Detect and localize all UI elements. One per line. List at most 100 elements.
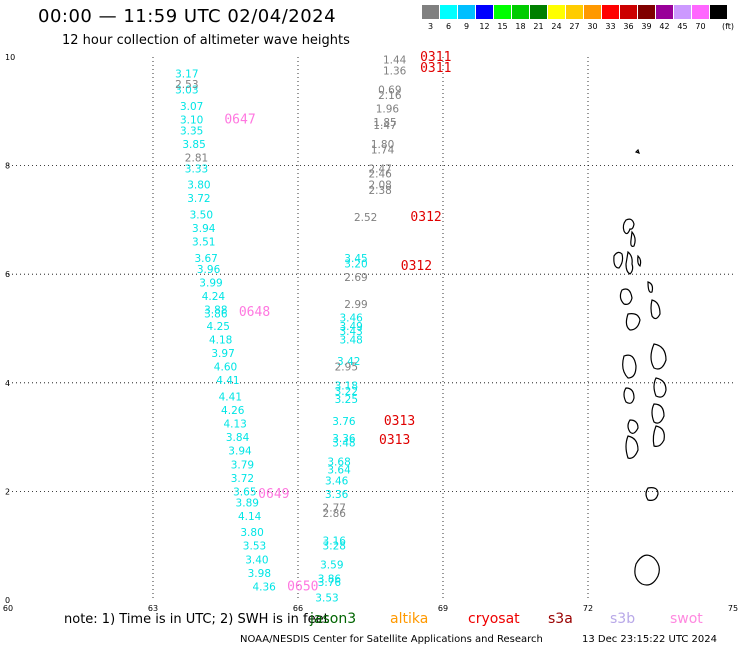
y-tick-label: 0 — [5, 596, 10, 605]
map-title: 00:00 — 11:59 UTC 02/04/2024 — [38, 6, 337, 27]
wave-height-label: 3.94 — [192, 223, 216, 235]
wave-height-label: 3.40 — [245, 554, 268, 566]
colorbar-label: 42 — [659, 22, 670, 31]
legend-s3a: s3a — [548, 611, 573, 627]
wave-height-label: 2.77 — [323, 503, 346, 515]
island-outline — [652, 425, 665, 447]
island-outline — [651, 403, 665, 424]
wave-height-label: 1.36 — [383, 66, 407, 78]
map-subtitle: 12 hour collection of altimeter wave hei… — [62, 33, 350, 48]
wave-height-label: 1.96 — [376, 104, 400, 116]
colorbar-label: 45 — [677, 22, 688, 31]
wave-height-label: 3.67 — [194, 253, 217, 265]
maldives-coastline — [613, 148, 667, 586]
wave-height-label: 3.94 — [228, 446, 252, 458]
footer-note: note: 1) Time is in UTC; 2) SWH is in fe… — [64, 612, 329, 627]
wave-height-label: 1.74 — [371, 144, 395, 156]
credit-line: NOAA/NESDIS Center for Satellite Applica… — [240, 634, 543, 645]
wave-height-label: 4.26 — [221, 405, 245, 417]
x-tick-label: 75 — [728, 604, 738, 613]
pass-time-label: 0313 — [379, 433, 410, 448]
wave-height-label: 3.76 — [318, 577, 342, 589]
track-grey: 2.53 2.81 1.441.36 0.692.16 1.961.851.47 1.80… — [175, 55, 407, 520]
wave-height-label: 3.59 — [320, 560, 343, 572]
wave-height-label: 3.33 — [185, 163, 208, 175]
wave-height-label: 0.69 — [378, 85, 401, 97]
wave-height-label: 3.18 — [335, 381, 358, 393]
wave-height-label: 3.99 — [199, 277, 222, 289]
colorbar-label: 12 — [479, 22, 490, 31]
wave-height-label: 3.16 — [323, 535, 347, 547]
pass-time-label: 0312 — [401, 259, 432, 274]
track-swot: 0647 0648 0649 0650 — [224, 112, 318, 594]
wave-height-label: 3.03 — [175, 85, 198, 97]
island-outline — [625, 250, 634, 275]
wave-height-label: 3.65 — [233, 486, 256, 498]
colorbar-swatch — [602, 5, 619, 19]
wave-height-label: 3.17 — [175, 68, 198, 80]
wave-height-label: 2.86 — [323, 508, 347, 520]
wave-height-label: 3.53 — [315, 592, 338, 604]
island-outline — [623, 387, 635, 404]
x-axis-ticks: 60 63 66 69 72 75 — [3, 604, 738, 613]
wave-height-label: 1.80 — [371, 139, 394, 151]
colorbar-swatch — [692, 5, 709, 19]
y-axis-ticks: 0 2 4 6 8 10 — [5, 53, 15, 605]
wave-height-label: 2.16 — [378, 90, 402, 102]
island-outline — [650, 299, 661, 320]
wave-height-label: 3.10 — [180, 114, 203, 126]
wave-height-label: 2.53 — [175, 79, 198, 91]
wave-height-label: 4.41 — [219, 391, 242, 403]
wave-height-label: 1.85 — [373, 117, 396, 129]
island-outline — [647, 281, 654, 293]
island-outline — [627, 419, 639, 434]
island-outline — [645, 487, 659, 501]
wave-height-label: 3.80 — [187, 180, 210, 192]
wave-height-label: 3.51 — [192, 237, 215, 249]
wave-height-label: 3.80 — [240, 527, 263, 539]
colorbar-label: 3 — [427, 22, 434, 31]
wave-height-label: 2.38 — [368, 185, 391, 197]
y-tick-label: 10 — [5, 53, 15, 62]
island-outline — [625, 313, 641, 331]
wave-height-label: 4.13 — [223, 419, 246, 431]
wave-height-label: 3.25 — [335, 394, 358, 406]
wave-height-label: 3.97 — [211, 348, 234, 360]
colorbar-label: 30 — [587, 22, 598, 31]
wave-height-label: 3.86 — [204, 308, 228, 320]
colorbar-label: 70 — [695, 22, 706, 31]
island-outline — [653, 377, 667, 398]
track-s3b: 3.173.033.073.103.353.853.333.803.723.50… — [175, 68, 276, 593]
wave-height-label: 3.64 — [327, 465, 351, 477]
colorbar-swatch — [476, 5, 493, 19]
track-jason3: 3.453.203.463.493.433.483.423.183.223.25… — [315, 253, 367, 604]
colorbar-label: 27 — [569, 22, 580, 31]
pass-time-label: 0312 — [410, 210, 441, 225]
colorbar-label: 18 — [515, 22, 526, 31]
wave-height-label: 3.68 — [327, 457, 350, 469]
colorbar-swatch — [530, 5, 547, 19]
wave-height-label: 3.48 — [332, 438, 355, 450]
colorbar-swatch — [548, 5, 565, 19]
wave-height-label: 3.76 — [332, 416, 356, 428]
x-tick-label: 63 — [148, 604, 158, 613]
wave-height-tracks: 3.173.033.073.103.353.853.333.803.723.50… — [175, 50, 451, 604]
wave-height-label: 3.72 — [187, 193, 210, 205]
island-outline — [619, 288, 633, 305]
wave-height-label: 3.89 — [236, 497, 259, 509]
wave-height-label: 4.14 — [238, 511, 262, 523]
wave-height-label: 3.46 — [339, 313, 363, 325]
wave-height-label: 1.47 — [373, 120, 396, 132]
colorbar-unit-label: (ft) — [721, 22, 735, 31]
y-tick-label: 8 — [5, 162, 10, 171]
wave-height-label: 2.47 — [368, 163, 391, 175]
pass-time-label: 0313 — [384, 414, 415, 429]
y-tick-label: 6 — [5, 270, 10, 279]
wave-height-label: 3.88 — [204, 304, 227, 316]
wave-height-label: 2.08 — [368, 180, 391, 192]
wave-height-label: 4.25 — [207, 321, 230, 333]
colorbar-swatch — [458, 5, 475, 19]
wave-height-label: 4.18 — [209, 334, 232, 346]
colorbar-swatch — [584, 5, 601, 19]
